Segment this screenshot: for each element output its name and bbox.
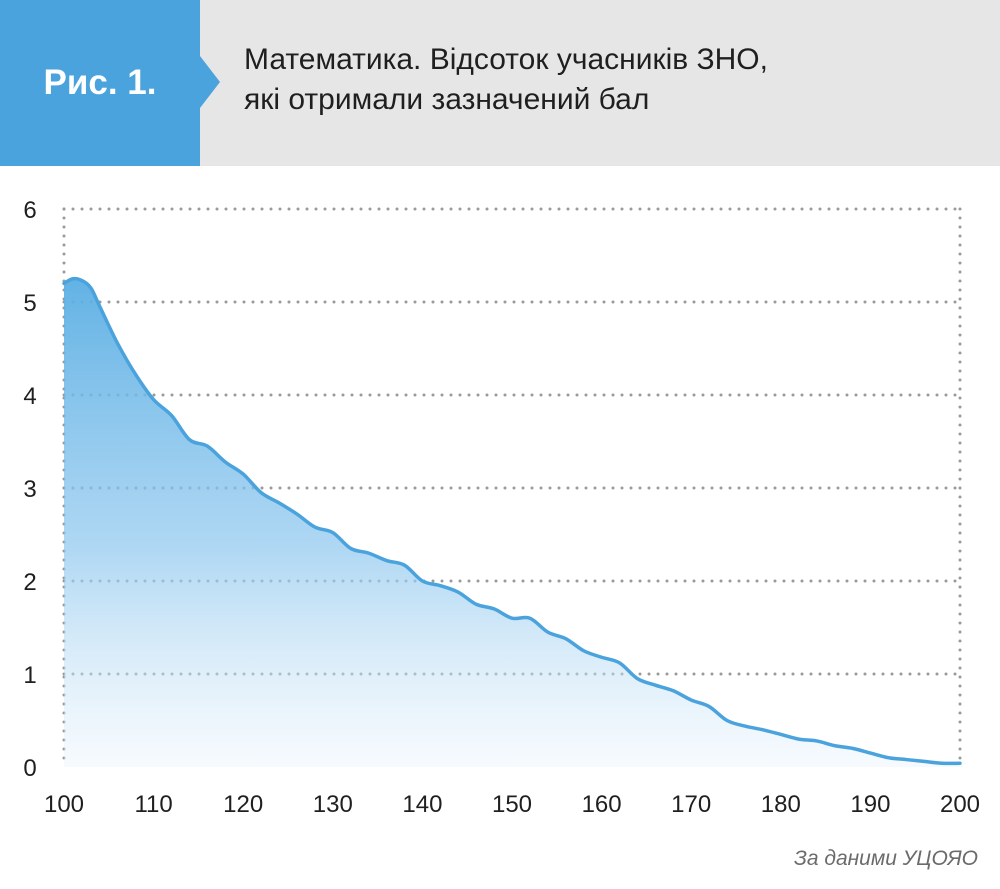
x-tick-label-100: 100 (44, 791, 84, 818)
x-tick-label-110: 110 (134, 791, 172, 818)
figure-number: Рис. 1. (43, 63, 157, 102)
chart-title-line2: які отримали зазначений бал (244, 83, 650, 116)
x-tick-label-200: 200 (940, 791, 980, 818)
badge-arrow-icon (200, 56, 220, 108)
x-tick-label-150: 150 (492, 791, 532, 818)
chart-title: Математика. Відсоток учасників ЗНО, які … (244, 40, 964, 120)
source-note: За даними УЦОЯО (793, 847, 978, 870)
y-tick-label-3: 3 (23, 476, 36, 503)
area-fill (64, 278, 960, 767)
figure-badge: Рис. 1. (0, 0, 200, 166)
x-tick-label-120: 120 (223, 791, 263, 818)
x-tick-label-170: 170 (671, 791, 711, 818)
x-tick-label-190: 190 (850, 791, 890, 818)
y-tick-label-5: 5 (23, 290, 36, 317)
x-tick-label-130: 130 (313, 791, 353, 818)
y-tick-label-2: 2 (23, 569, 36, 596)
y-tick-label-1: 1 (23, 662, 36, 689)
chart-title-line1: Математика. Відсоток учасників ЗНО, (244, 43, 768, 76)
y-tick-label-4: 4 (23, 383, 36, 410)
x-tick-label-140: 140 (402, 791, 442, 818)
header-bar: Рис. 1. Математика. Відсоток учасників З… (0, 0, 1000, 166)
x-tick-label-160: 160 (582, 791, 622, 818)
x-tick-label-180: 180 (761, 791, 801, 818)
y-tick-label-6: 6 (23, 197, 36, 224)
y-tick-label-0: 0 (23, 755, 36, 782)
